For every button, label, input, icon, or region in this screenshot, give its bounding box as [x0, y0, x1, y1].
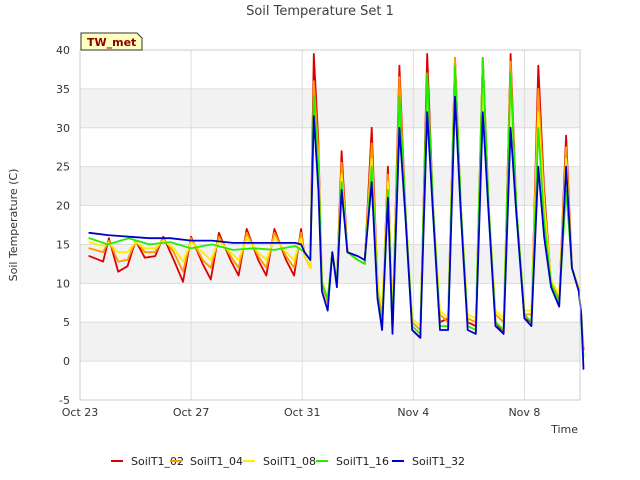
- y-tick-label: 10: [56, 277, 70, 290]
- y-tick-label: -5: [59, 394, 70, 407]
- plot-background: [80, 50, 580, 400]
- legend-item: SoilT1_02: [111, 455, 184, 468]
- legend-label: SoilT1_02: [131, 455, 184, 468]
- legend-label: SoilT1_16: [336, 455, 389, 468]
- y-tick-label: 0: [63, 355, 70, 368]
- series-lines: [88, 53, 585, 370]
- y-tick-label: 25: [56, 161, 70, 174]
- plot-frame: [79, 49, 581, 401]
- x-axis-label: Time: [550, 423, 578, 436]
- x-tick-label: Nov 8: [508, 406, 540, 419]
- legend-item: SoilT1_16: [316, 455, 389, 468]
- legend: SoilT1_02 SoilT1_04 SoilT1_08 SoilT1_16 Soil…: [111, 455, 465, 468]
- y-tick-label: 5: [63, 316, 70, 329]
- annotation-box: [80, 32, 143, 51]
- y-tick-label: 20: [56, 200, 70, 213]
- background-band: [80, 166, 580, 206]
- legend-label: SoilT1_08: [263, 455, 316, 468]
- legend-item: SoilT1_04: [170, 455, 243, 468]
- legend-item: SoilT1_08: [243, 455, 316, 468]
- y-tick-label: 40: [56, 44, 70, 57]
- x-tick-label: Oct 31: [284, 406, 321, 419]
- x-axis-ticks: Oct 23 Oct 27 Oct 31 Nov 4 Nov 8: [62, 406, 541, 419]
- background-band: [80, 322, 580, 362]
- annotation-badge: TW_met: [80, 32, 143, 51]
- y-axis-label: Soil Temperature (C): [7, 169, 20, 282]
- x-tick-label: Oct 27: [173, 406, 210, 419]
- series-line-soilt1-32: [88, 95, 585, 370]
- y-axis-ticks: -5 0 5 10 15 20 25 30 35 40: [56, 44, 70, 407]
- annotation-text: TW_met: [87, 36, 136, 49]
- legend-label: SoilT1_04: [190, 455, 243, 468]
- y-tick-label: 35: [56, 83, 70, 96]
- x-tick-label: Nov 4: [397, 406, 429, 419]
- legend-label: SoilT1_32: [412, 455, 465, 468]
- x-tick-label: Oct 23: [62, 406, 99, 419]
- background-band: [80, 88, 580, 128]
- chart-title: Soil Temperature Set 1: [246, 4, 394, 19]
- y-tick-label: 30: [56, 122, 70, 135]
- legend-item: SoilT1_32: [392, 455, 465, 468]
- y-tick-label: 15: [56, 238, 70, 251]
